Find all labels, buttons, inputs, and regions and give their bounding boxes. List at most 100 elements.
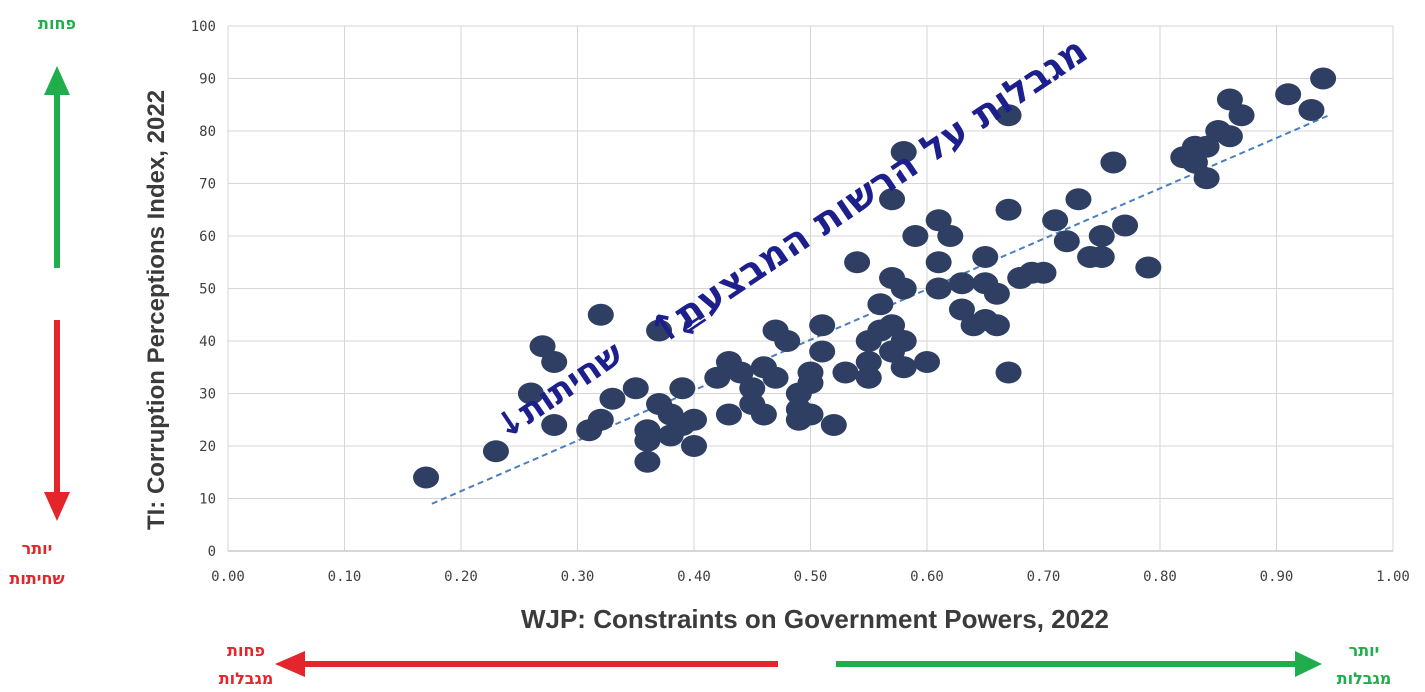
data-point <box>529 335 556 358</box>
tick-labels: 0.00 0.10 0.20 0.30 0.40 0.50 0.60 0.70 0.80 0.90… <box>191 19 1410 585</box>
y-tick-label: 80 <box>199 124 216 140</box>
y-tick-label: 20 <box>199 439 216 455</box>
x-tick-label: 0.30 <box>561 569 595 585</box>
x-tick-label: 1.00 <box>1376 569 1410 585</box>
data-point <box>809 314 836 337</box>
x-tick-label: 0.10 <box>328 569 362 585</box>
x-tick-label: 0.40 <box>677 569 711 585</box>
data-point <box>1030 261 1057 284</box>
data-point <box>704 366 731 389</box>
data-point <box>541 351 568 373</box>
data-point <box>634 450 661 473</box>
data-point <box>995 104 1022 127</box>
data-point <box>599 387 626 410</box>
data-point <box>1298 99 1325 121</box>
data-point <box>948 298 975 321</box>
data-point <box>925 277 952 300</box>
data-point <box>1135 256 1162 279</box>
data-point <box>1216 125 1243 148</box>
y-tick-label: 100 <box>191 19 216 35</box>
data-point <box>750 403 777 426</box>
data-point <box>797 372 824 394</box>
y-tick-label: 0 <box>208 544 216 560</box>
data-point <box>809 340 836 363</box>
label-less-top: פחות <box>38 14 76 33</box>
data-point <box>774 330 801 352</box>
data-point <box>983 282 1010 305</box>
data-point <box>1216 88 1243 111</box>
data-point <box>890 330 917 352</box>
data-point <box>914 351 940 373</box>
data-point <box>517 382 544 405</box>
data-point <box>820 414 847 436</box>
data-point <box>681 408 707 431</box>
data-point <box>482 440 509 463</box>
label-fewer-line1: פחות <box>227 641 265 660</box>
y-tick-label: 50 <box>199 282 216 298</box>
y-tick-label: 10 <box>199 492 216 508</box>
data-point <box>1275 83 1302 106</box>
data-point <box>925 209 952 232</box>
y-tick-label: 70 <box>199 177 216 193</box>
data-point <box>413 466 440 489</box>
x-axis-title: WJP: Constraints on Government Powers, 2… <box>521 604 1109 634</box>
data-point <box>1042 209 1069 232</box>
data-point <box>890 277 917 300</box>
data-point <box>890 141 917 163</box>
data-point <box>948 272 975 295</box>
data-point <box>1193 135 1220 158</box>
data-point <box>855 351 882 373</box>
data-point <box>972 246 999 268</box>
y-axis-title: TI: Corruption Perceptions Index, 2022 <box>143 90 170 530</box>
data-point <box>902 225 929 247</box>
x-tick-label: 0.00 <box>211 569 245 585</box>
data-point <box>1053 230 1080 253</box>
more-constraints-arrow <box>836 651 1322 677</box>
x-tick-label: 0.80 <box>1143 569 1177 585</box>
data-point <box>587 408 614 431</box>
label-moreconstr-line2: מגבלות <box>1337 669 1392 688</box>
x-tick-label: 0.90 <box>1260 569 1294 585</box>
label-more-line2: שחיתות <box>9 569 64 588</box>
data-point <box>925 251 952 274</box>
data-point <box>832 361 859 384</box>
y-tick-label: 90 <box>199 72 216 88</box>
data-point <box>855 366 882 389</box>
y-tick-label: 30 <box>199 387 216 403</box>
data-point <box>995 361 1022 384</box>
data-point <box>762 366 789 389</box>
y-tick-label: 40 <box>199 334 216 350</box>
data-point <box>1193 167 1220 190</box>
data-point <box>681 435 707 457</box>
data-point <box>995 198 1022 221</box>
less-corruption-arrow <box>44 66 70 268</box>
more-corruption-arrow <box>44 320 70 521</box>
fewer-constraints-arrow <box>275 651 778 677</box>
data-point <box>797 403 824 426</box>
data-point <box>879 188 906 211</box>
data-point <box>1100 151 1127 174</box>
data-point <box>1310 67 1337 90</box>
label-moreconstr-line1: יותר <box>1349 641 1380 660</box>
data-point <box>890 356 917 379</box>
label-fewer-line2: מגבלות <box>219 669 274 688</box>
data-point <box>541 414 568 436</box>
grid-lines <box>227 25 1394 552</box>
data-points <box>413 67 1337 489</box>
label-more-line1: יותר <box>22 539 53 558</box>
data-point <box>867 293 894 316</box>
data-point <box>1181 151 1208 174</box>
data-point <box>715 403 742 426</box>
data-point <box>739 377 766 400</box>
data-point <box>1112 214 1139 237</box>
data-point <box>646 319 673 342</box>
data-point <box>844 251 871 274</box>
data-point <box>622 377 649 400</box>
data-point <box>1065 188 1092 211</box>
data-point <box>879 314 906 337</box>
x-tick-label: 0.20 <box>444 569 478 585</box>
data-point <box>1088 225 1115 247</box>
data-point <box>587 303 614 326</box>
y-tick-label: 60 <box>199 229 216 245</box>
